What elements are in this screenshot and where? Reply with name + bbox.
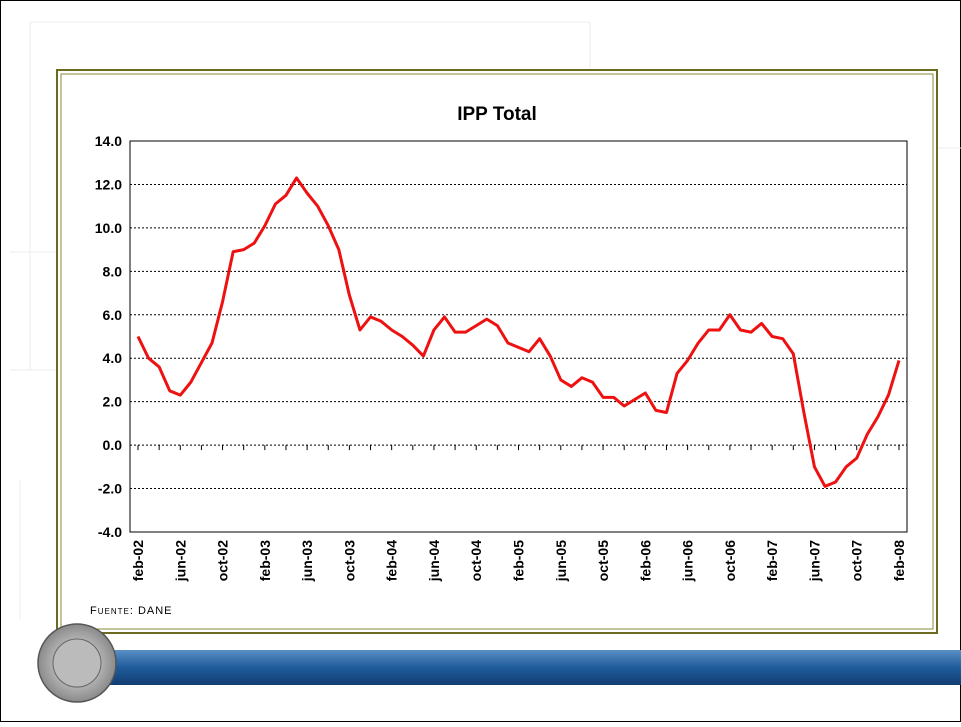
- y-tick-label: 6.0: [103, 307, 123, 323]
- y-tick-label: -2.0: [98, 481, 122, 497]
- y-tick-label: 10.0: [95, 220, 122, 236]
- plot-area: [130, 141, 907, 532]
- y-tick-label: 14.0: [95, 133, 122, 149]
- y-tick-label: 2.0: [103, 394, 123, 410]
- x-tick-label: feb-04: [384, 540, 400, 581]
- x-tick-label: oct-06: [722, 540, 738, 581]
- x-tick-label: feb-02: [130, 540, 146, 581]
- data-line: [136, 176, 901, 488]
- y-tick-label: 8.0: [103, 263, 123, 279]
- x-tick-label: jun-04: [426, 540, 442, 582]
- x-tick-label: oct-02: [215, 540, 231, 581]
- y-tick-label: 4.0: [103, 350, 123, 366]
- x-tick-label: jun-02: [172, 540, 188, 582]
- x-tick-label: feb-05: [511, 540, 527, 581]
- x-tick-label: jun-06: [680, 540, 696, 582]
- x-tick-label: oct-03: [341, 540, 357, 581]
- y-tick-label: 12.0: [95, 176, 122, 192]
- x-tick-label: oct-04: [468, 540, 484, 581]
- x-tick-label: jun-07: [806, 540, 822, 582]
- chart-title: IPP Total: [457, 104, 537, 125]
- source-note: Fuente: DANE: [90, 605, 173, 617]
- x-tick-label: jun-03: [299, 540, 315, 582]
- logo: [37, 623, 117, 703]
- x-tick-label: feb-03: [257, 540, 273, 581]
- x-tick-label: feb-06: [637, 540, 653, 581]
- chart-frame-inner: [60, 73, 934, 630]
- x-tick-label: feb-08: [891, 540, 907, 581]
- plot-border: [129, 140, 908, 533]
- x-tick-label: feb-07: [764, 540, 780, 581]
- y-tick-label: -4.0: [98, 524, 122, 540]
- y-tick-label: 0.0: [103, 437, 123, 453]
- footer-bar: [110, 650, 961, 685]
- x-tick-label: jun-05: [553, 540, 569, 582]
- x-tick-label: oct-07: [849, 540, 865, 581]
- x-tick-label: oct-05: [595, 540, 611, 581]
